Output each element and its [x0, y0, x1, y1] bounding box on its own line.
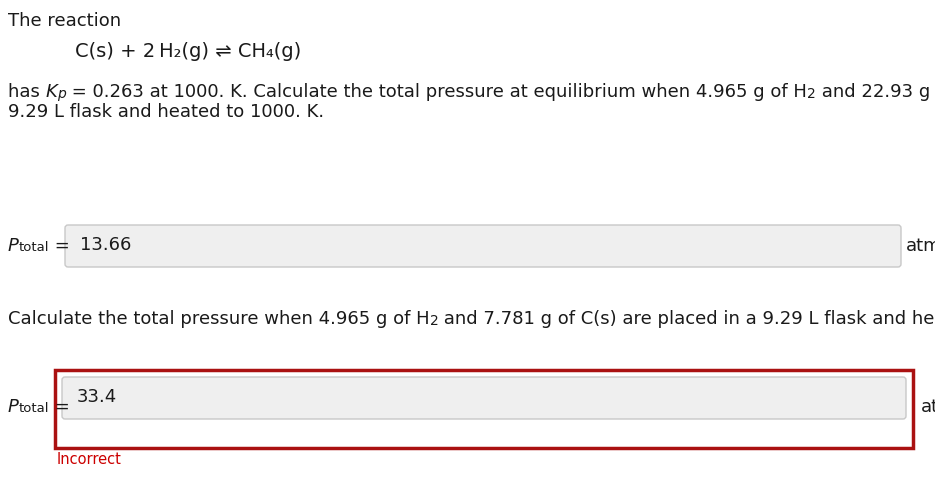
Text: and 22.93 g of C(s) are placed in a: and 22.93 g of C(s) are placed in a — [815, 83, 935, 101]
Text: 13.66: 13.66 — [80, 236, 132, 254]
Text: Calculate the total pressure when 4.965 g of H: Calculate the total pressure when 4.965 … — [8, 310, 429, 328]
Text: C(s) + 2 H₂(g) ⇌ CH₄(g): C(s) + 2 H₂(g) ⇌ CH₄(g) — [75, 42, 301, 61]
Text: total: total — [19, 241, 50, 254]
Text: 9.29 L flask and heated to 1000. K.: 9.29 L flask and heated to 1000. K. — [8, 103, 324, 121]
Text: p: p — [57, 87, 66, 101]
Text: and 7.781 g of C(s) are placed in a 9.29 L flask and heated to 1000. K.: and 7.781 g of C(s) are placed in a 9.29… — [439, 310, 935, 328]
Text: 33.4: 33.4 — [77, 388, 117, 406]
Text: =: = — [50, 237, 70, 255]
Text: Incorrect: Incorrect — [57, 452, 122, 467]
Text: K: K — [46, 83, 57, 101]
Text: total: total — [19, 402, 50, 415]
FancyBboxPatch shape — [62, 377, 906, 419]
Text: P: P — [8, 398, 19, 416]
Text: = 0.263 at 1000. K. Calculate the total pressure at equilibrium when 4.965 g of : = 0.263 at 1000. K. Calculate the total … — [66, 83, 807, 101]
Bar — [55, 370, 913, 448]
Text: =: = — [50, 398, 70, 416]
Text: atm: atm — [921, 398, 935, 416]
Text: 2: 2 — [807, 87, 815, 101]
Text: has: has — [8, 83, 46, 101]
Text: The reaction: The reaction — [8, 12, 122, 30]
FancyBboxPatch shape — [65, 225, 901, 267]
Text: atm: atm — [906, 237, 935, 255]
Text: 2: 2 — [429, 314, 439, 328]
Text: P: P — [8, 237, 19, 255]
